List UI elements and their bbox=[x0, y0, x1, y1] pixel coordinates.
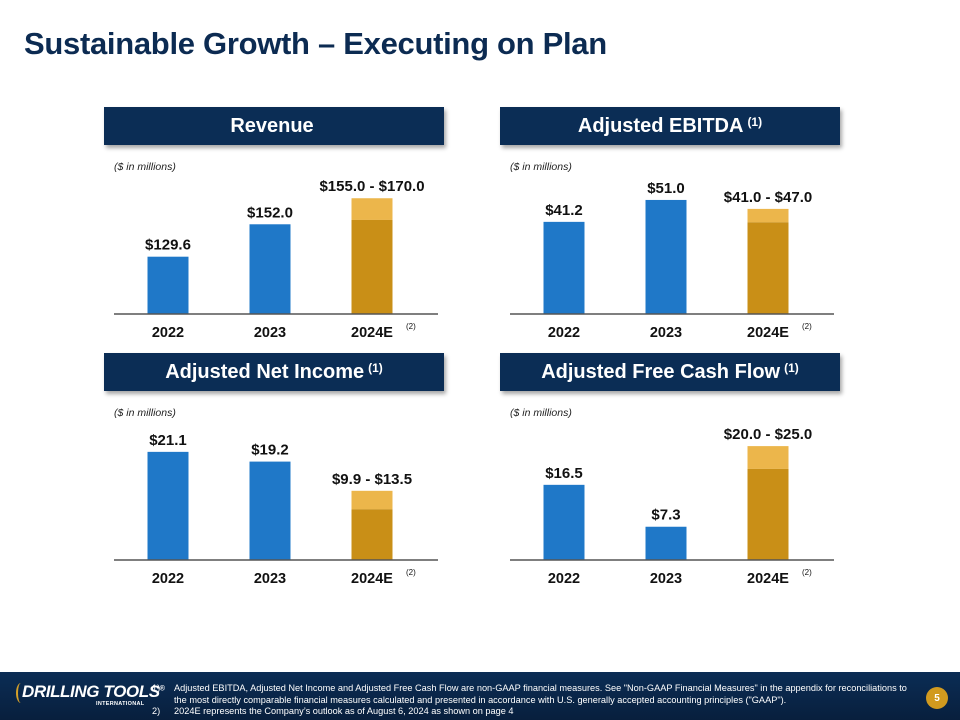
category-label: 2024E bbox=[747, 571, 789, 587]
footnote-text: 2024E represents the Company’s outlook a… bbox=[174, 706, 514, 716]
bar-2024E-high-range bbox=[747, 208, 789, 223]
category-label: 2023 bbox=[650, 325, 682, 341]
category-label: 2023 bbox=[254, 571, 286, 587]
category-label: 2024E bbox=[351, 571, 393, 587]
logo-text: DRILLING TOOLS® bbox=[22, 682, 165, 701]
data-label: $155.0 - $170.0 bbox=[319, 178, 424, 195]
units-note: ($ in millions) bbox=[510, 161, 572, 173]
category-footnote: (2) bbox=[802, 568, 812, 577]
bar-2024E-low bbox=[747, 222, 789, 314]
data-label: $51.0 bbox=[647, 180, 685, 197]
bar-2024E-high-range bbox=[351, 198, 393, 220]
revenue-panel: Revenue ($ in millions) $129.6 2022 $152.0… bbox=[104, 107, 444, 347]
footnote-number: 1) bbox=[152, 683, 161, 693]
panel-title-footnote: (1) bbox=[784, 361, 799, 375]
category-label: 2022 bbox=[548, 325, 580, 341]
category-label: 2024E bbox=[351, 325, 393, 341]
data-label: $7.3 bbox=[651, 507, 680, 524]
bar-2024E-low bbox=[351, 509, 393, 560]
adjusted-ebitda-chart: $41.2 2022 $51.0 2023 $41.0 - $47.0 2024E (2) bbox=[510, 180, 834, 341]
data-label: $19.2 bbox=[251, 442, 289, 459]
panel-title-footnote: (1) bbox=[747, 115, 763, 129]
company-logo: DRILLING TOOLS® INTERNATIONAL bbox=[16, 682, 165, 712]
bar-2022 bbox=[543, 221, 585, 314]
data-label: $41.0 - $47.0 bbox=[724, 189, 812, 206]
category-footnote: (2) bbox=[802, 322, 812, 331]
units-note: ($ in millions) bbox=[510, 407, 572, 419]
bar-2022 bbox=[147, 451, 189, 560]
bar-2023 bbox=[645, 526, 687, 560]
data-label: $129.6 bbox=[145, 237, 191, 254]
panel-title-footnote: (1) bbox=[368, 361, 383, 375]
panel-title: Adjusted Net Income bbox=[165, 360, 365, 383]
footer: DRILLING TOOLS® INTERNATIONAL 1) Adjuste… bbox=[0, 672, 960, 720]
category-label: 2022 bbox=[548, 571, 580, 587]
footnote-number: 2) bbox=[152, 706, 161, 716]
panel-title: Revenue bbox=[230, 114, 314, 137]
adjusted-ebitda-panel: Adjusted EBITDA (1) ($ in millions) $41.… bbox=[500, 107, 840, 347]
category-label: 2024E bbox=[747, 325, 789, 341]
bar-2024E-low bbox=[351, 219, 393, 314]
data-label: $41.2 bbox=[545, 202, 583, 219]
footnote-text: Adjusted EBITDA, Adjusted Net Income and… bbox=[174, 683, 907, 705]
panel-header: Adjusted Free Cash Flow (1) bbox=[500, 353, 840, 391]
bar-2023 bbox=[249, 224, 291, 314]
data-label: $16.5 bbox=[545, 465, 583, 482]
footnotes: 1) Adjusted EBITDA, Adjusted Net Income … bbox=[152, 683, 912, 718]
adjusted-net-income-panel: Adjusted Net Income (1) ($ in millions) … bbox=[104, 353, 444, 593]
bar-2024E-high-range bbox=[747, 446, 789, 469]
footnote: 1) Adjusted EBITDA, Adjusted Net Income … bbox=[152, 683, 912, 706]
units-note: ($ in millions) bbox=[114, 407, 176, 419]
panel-title: Adjusted EBITDA bbox=[577, 114, 744, 137]
category-label: 2022 bbox=[152, 571, 184, 587]
logo-swoosh-icon bbox=[16, 683, 26, 703]
panel-header: Revenue bbox=[104, 107, 444, 145]
bar-2022 bbox=[147, 256, 189, 314]
bar-2023 bbox=[645, 199, 687, 314]
data-label: $21.1 bbox=[149, 432, 187, 449]
category-footnote: (2) bbox=[406, 322, 416, 331]
category-label: 2023 bbox=[650, 571, 682, 587]
adjusted-free-cash-flow-chart: $16.5 2022 $7.3 2023 $20.0 - $25.0 2024E (2) bbox=[510, 426, 834, 587]
units-note: ($ in millions) bbox=[114, 161, 176, 173]
data-label: $152.0 bbox=[247, 204, 293, 221]
bar-2023 bbox=[249, 461, 291, 560]
bar-2024E-high-range bbox=[351, 490, 393, 510]
page-number: 5 bbox=[926, 687, 948, 709]
category-label: 2023 bbox=[254, 325, 286, 341]
footnote: 2) 2024E represents the Company’s outloo… bbox=[152, 706, 912, 718]
bar-2024E-low bbox=[747, 468, 789, 560]
adjusted-free-cash-flow-panel: Adjusted Free Cash Flow (1) ($ in millio… bbox=[500, 353, 840, 593]
panel-header: Adjusted EBITDA (1) bbox=[500, 107, 840, 145]
category-label: 2022 bbox=[152, 325, 184, 341]
adjusted-net-income-chart: $21.1 2022 $19.2 2023 $9.9 - $13.5 2024E (2) bbox=[114, 432, 438, 587]
page-title: Sustainable Growth – Executing on Plan bbox=[24, 26, 607, 61]
category-footnote: (2) bbox=[406, 568, 416, 577]
bar-2022 bbox=[543, 484, 585, 560]
data-label: $9.9 - $13.5 bbox=[332, 471, 412, 488]
data-label: $20.0 - $25.0 bbox=[724, 426, 812, 443]
revenue-chart: $129.6 2022 $152.0 2023 $155.0 - $170.0 2024E… bbox=[114, 178, 438, 341]
logo-subtext: INTERNATIONAL bbox=[96, 701, 145, 707]
panel-title: Adjusted Free Cash Flow bbox=[541, 360, 781, 383]
panel-header: Adjusted Net Income (1) bbox=[104, 353, 444, 391]
